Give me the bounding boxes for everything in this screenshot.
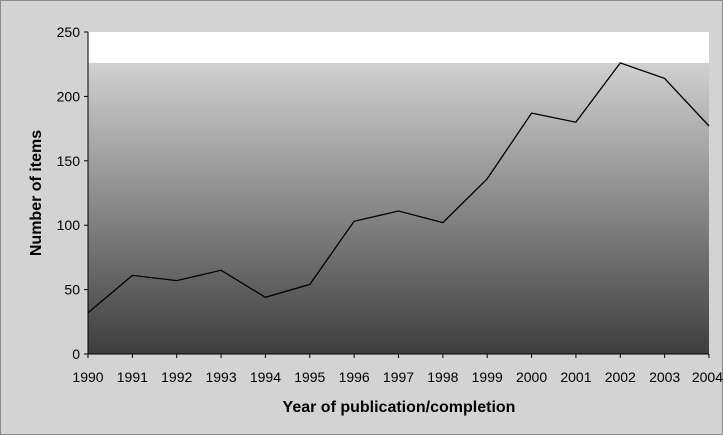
x-tick-label: 1990 [72,369,103,385]
y-tick-label: 150 [57,153,81,169]
x-tick-label: 1997 [383,369,414,385]
x-tick-label: 1993 [205,369,236,385]
x-tick-label: 1992 [161,369,192,385]
x-tick-label: 1998 [427,369,458,385]
x-tick-label: 2000 [516,369,547,385]
plot-top-band [88,32,709,63]
y-tick-label: 0 [72,346,80,362]
x-tick-label: 1995 [294,369,325,385]
x-tick-label: 1996 [339,369,370,385]
x-tick-label: 1999 [472,369,503,385]
y-tick-label: 50 [64,282,80,298]
y-tick-label: 250 [57,24,81,40]
y-axis-title: Number of items [28,130,45,256]
x-tick-label: 2002 [605,369,636,385]
y-tick-label: 200 [57,88,81,104]
x-axis-title: Year of publication/completion [283,399,516,416]
x-tick-label: 1994 [250,369,281,385]
x-tick-label: 2001 [560,369,591,385]
plot-area [88,32,709,354]
x-tick-label: 1991 [117,369,148,385]
x-tick-label: 2004 [692,369,723,385]
x-tick-label: 2003 [649,369,680,385]
y-tick-label: 100 [57,217,81,233]
